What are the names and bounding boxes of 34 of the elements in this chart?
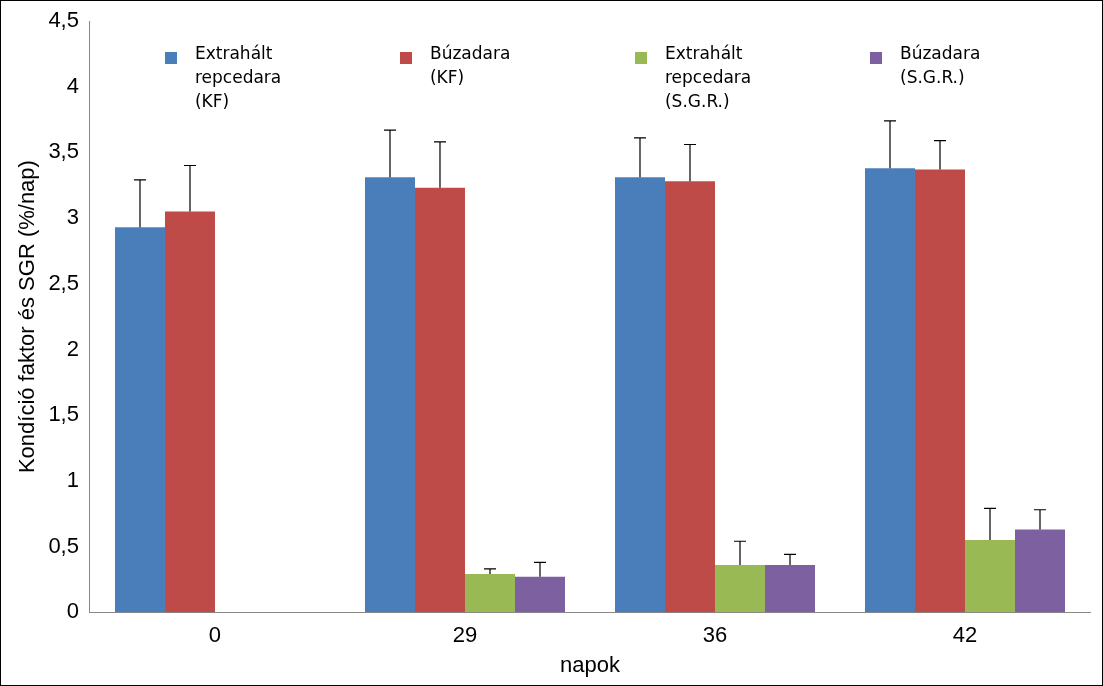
y-axis-title: Kondíció faktor és SGR (%/nap): [14, 160, 40, 474]
x-tick-label: 0: [208, 622, 222, 648]
y-tick-label: 4: [66, 72, 79, 98]
legend-label: Búzadara (KF): [429, 42, 511, 87]
legend-label: Extrahált repcedara (S.G.R.): [664, 42, 752, 111]
bar: [114, 227, 165, 613]
bar: [965, 539, 1015, 613]
y-tick-label: 4,5: [48, 7, 79, 33]
x-tick-label: 36: [702, 622, 728, 648]
bar: [664, 181, 715, 613]
x-axis-title: napok: [560, 651, 621, 677]
y-tick-label: 3,5: [48, 138, 79, 164]
y-tick-label: 1,5: [48, 401, 79, 427]
legend-label: Extrahált repcedara (KF): [194, 42, 282, 111]
x-tick-label: 42: [952, 622, 978, 648]
y-tick-label: 0,5: [48, 532, 79, 558]
y-tick-label: 0: [66, 598, 79, 624]
bar: [364, 177, 415, 613]
y-tick-label: 2,5: [48, 269, 79, 295]
bar: [514, 576, 565, 613]
bar: [1015, 529, 1065, 613]
bar: [414, 187, 465, 613]
bar: [614, 177, 665, 613]
legend-label: Búzadara (S.G.R.): [900, 42, 981, 87]
bar: [714, 564, 765, 613]
y-tick-label: 3: [66, 204, 79, 230]
bar: [464, 574, 515, 613]
bar: [865, 168, 915, 613]
y-tick-label: 2: [66, 335, 79, 361]
x-tick-label: 29: [452, 622, 478, 648]
y-tick-label: 1: [66, 466, 79, 492]
bar: [164, 211, 215, 613]
bar: [764, 564, 815, 613]
bar: [915, 169, 965, 613]
